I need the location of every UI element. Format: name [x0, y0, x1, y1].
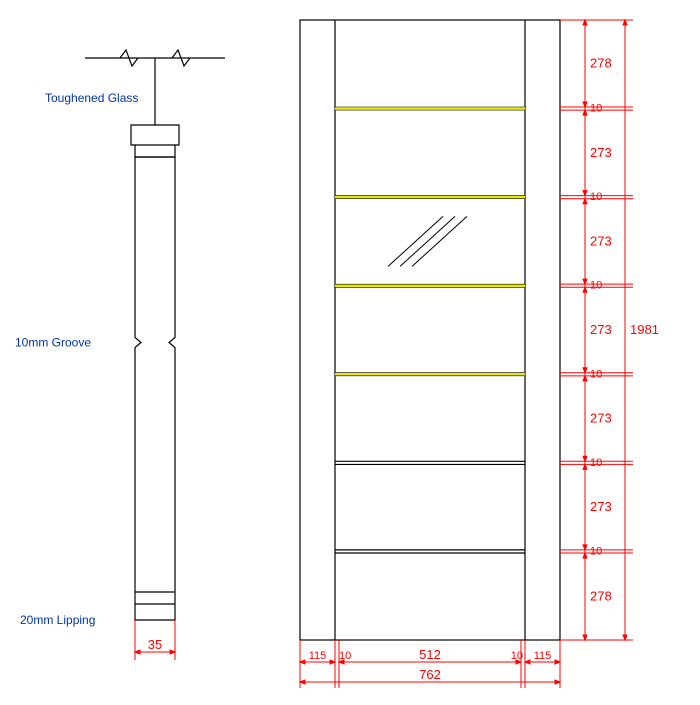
dimension-label: 115: [309, 650, 327, 662]
dimension-label: 115: [534, 650, 552, 662]
dimension-label: 35: [148, 637, 162, 652]
dimension-label: 273: [590, 145, 612, 160]
dimension-label: 273: [590, 499, 612, 514]
dimension-label: 10: [590, 280, 602, 292]
label-groove: 10mm Groove: [15, 336, 91, 350]
dimension-label: 273: [590, 322, 612, 337]
dimension-label: 10: [590, 545, 602, 557]
dimension-label: 512: [419, 647, 441, 662]
dimension-label: 278: [590, 56, 612, 71]
door-elevation: [300, 20, 560, 640]
dimension-label: 10: [339, 650, 351, 662]
dimension-label: 10: [590, 103, 602, 115]
dimension-label: 10: [590, 191, 602, 203]
dimension-label: 273: [590, 411, 612, 426]
dimension-label: 1981: [630, 322, 659, 337]
dimension-label: 10: [590, 457, 602, 469]
technical-drawing: Toughened Glass 10mm Groove 20mm Lipping 35…: [0, 0, 700, 700]
label-lipping: 20mm Lipping: [20, 613, 95, 627]
dimension-label: 10: [511, 650, 523, 662]
dimension-label: 10: [590, 368, 602, 380]
dimension-label: 278: [590, 588, 612, 603]
dimension-label: 273: [590, 233, 612, 248]
label-toughened-glass: Toughened Glass: [45, 91, 138, 105]
dimension-label: 762: [419, 667, 441, 682]
